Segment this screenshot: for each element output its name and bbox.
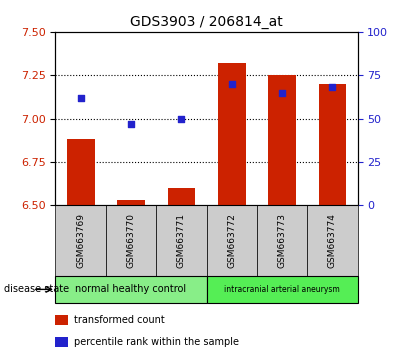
Bar — [206, 276, 358, 303]
Point — [279, 90, 285, 95]
Text: normal healthy control: normal healthy control — [76, 284, 187, 295]
Bar — [218, 63, 245, 205]
Bar — [268, 75, 296, 205]
Point — [77, 95, 84, 101]
Bar — [55, 315, 67, 325]
Bar — [319, 84, 346, 205]
Bar — [168, 188, 195, 205]
Title: GDS3903 / 206814_at: GDS3903 / 206814_at — [130, 16, 283, 29]
Point — [178, 116, 185, 121]
Text: transformed count: transformed count — [74, 315, 164, 325]
Bar — [55, 205, 106, 276]
Text: percentile rank within the sample: percentile rank within the sample — [74, 337, 239, 347]
Text: GSM663773: GSM663773 — [277, 213, 286, 268]
Bar — [117, 200, 145, 205]
Bar — [257, 205, 307, 276]
Point — [128, 121, 134, 127]
Text: GSM663771: GSM663771 — [177, 213, 186, 268]
Bar — [67, 139, 95, 205]
Text: intracranial arterial aneurysm: intracranial arterial aneurysm — [224, 285, 340, 294]
Bar — [55, 337, 67, 347]
Text: GSM663774: GSM663774 — [328, 213, 337, 268]
Text: GSM663770: GSM663770 — [127, 213, 136, 268]
Bar — [55, 276, 206, 303]
Bar — [156, 205, 206, 276]
Text: disease state: disease state — [4, 284, 69, 295]
Point — [329, 85, 336, 90]
Bar — [206, 205, 257, 276]
Text: GSM663769: GSM663769 — [76, 213, 85, 268]
Bar — [106, 205, 156, 276]
Point — [229, 81, 235, 87]
Text: GSM663772: GSM663772 — [227, 213, 236, 268]
Bar — [307, 205, 358, 276]
